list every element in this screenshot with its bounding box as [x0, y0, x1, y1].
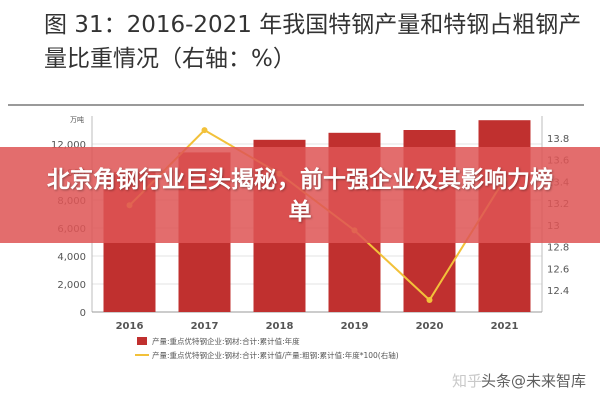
line-point-2020 — [426, 297, 433, 304]
legend-bar-swatch — [137, 337, 147, 345]
x-tick-label: 2019 — [341, 321, 369, 332]
x-tick-label: 2018 — [266, 321, 294, 332]
y-left-tick-label: 0 — [80, 308, 86, 319]
banner-headline: 北京角钢行业巨头揭秘，前十强企业及其影响力榜单 — [47, 167, 553, 225]
y-left-tick-label: 2,000 — [57, 280, 86, 291]
y-left-unit-label: 万吨 — [70, 115, 84, 124]
x-tick-label: 2021 — [491, 321, 519, 332]
overlay-banner — [0, 147, 600, 243]
x-tick-label: 2016 — [116, 321, 144, 332]
y-left-tick-label: 4,000 — [57, 252, 86, 263]
legend-bar-label: 产量:重点优特钢企业:钢材:合计:累计值:年度 — [152, 336, 300, 346]
line-point-2017 — [201, 127, 208, 134]
y-right-tick-label: 13.8 — [547, 134, 569, 145]
y-right-tick-label: 12.8 — [547, 243, 569, 254]
figure-title: 图 31：2016-2021 年我国特钢产量和特钢占粗钢产量比重情况（右轴：%） — [44, 12, 582, 72]
legend-line-label: 产量:重点优特钢企业:钢材:合计:累计值/产量:粗钢:累计值:年度*100(右轴… — [152, 350, 399, 360]
y-right-tick-label: 12.4 — [547, 286, 569, 297]
y-right-tick-label: 12.6 — [547, 264, 569, 275]
y-left-tick-label: 12,000 — [51, 140, 86, 151]
x-tick-label: 2020 — [416, 321, 444, 332]
x-tick-label: 2017 — [191, 321, 219, 332]
faint-watermark: 知乎 — [452, 372, 483, 390]
title-divider — [8, 104, 584, 106]
source-watermark: 头条@未来智库 — [480, 372, 586, 390]
